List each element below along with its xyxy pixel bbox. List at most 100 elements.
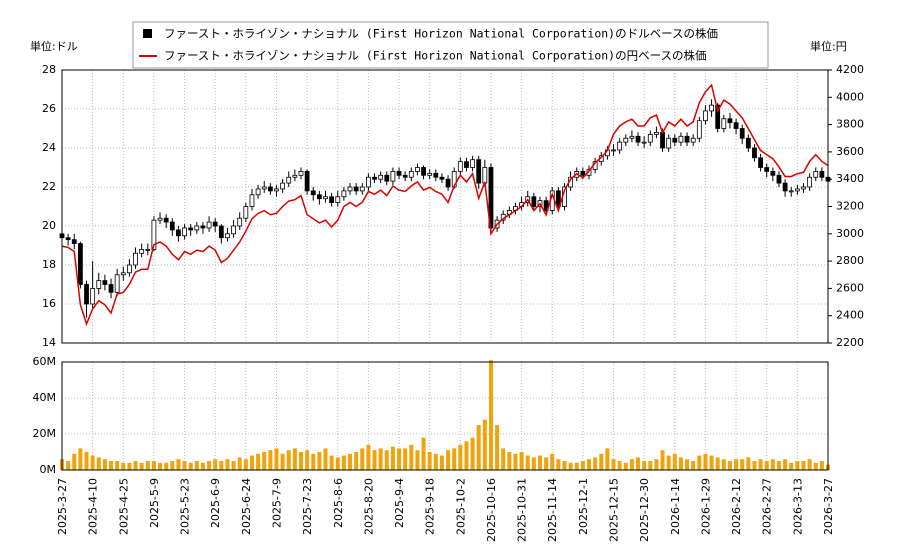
volume-bar (617, 461, 622, 470)
volume-bar (121, 462, 126, 470)
volume-bar (648, 461, 653, 470)
volume-bar (84, 452, 89, 470)
y-tick-label: 40M (33, 391, 57, 404)
volume-bar (599, 453, 604, 470)
volume-bar (715, 457, 720, 470)
volume-bar (611, 459, 616, 470)
candle-body (733, 122, 739, 129)
x-tick-label: 2025-12-1 (577, 478, 590, 535)
volume-bar (513, 453, 518, 470)
candle-body (286, 176, 292, 184)
volume-bar (452, 448, 457, 470)
volume-bar (200, 462, 205, 470)
candle-body (819, 170, 825, 178)
volume-bar (384, 450, 389, 470)
candle-body (690, 137, 696, 143)
volume-bar (286, 450, 291, 470)
x-tick-label: 2025-7-9 (270, 478, 283, 528)
volume-bar (734, 459, 739, 470)
x-tick-label: 2025-9-18 (424, 478, 437, 535)
candle-body (617, 141, 623, 151)
candle-body (304, 170, 310, 192)
volume-bar (470, 437, 475, 470)
candle-body (280, 182, 286, 190)
volume-bar (403, 448, 408, 470)
x-tick-label: 2025-3-27 (56, 478, 69, 535)
volume-bar (280, 453, 285, 470)
candle-body (347, 186, 353, 192)
candle-body (696, 120, 702, 139)
volume-bar (482, 419, 487, 470)
candle-body (359, 186, 365, 192)
candle-body (323, 196, 328, 200)
x-tick-label: 2025-4-10 (87, 478, 100, 535)
candle-body (678, 135, 684, 143)
candle-body (120, 272, 126, 276)
volume-bar (360, 448, 365, 470)
volume-bar (372, 450, 377, 470)
candle-body (218, 225, 224, 239)
y-tick-label: 22 (42, 180, 56, 193)
volume-bar (697, 455, 702, 470)
volume-bar (329, 455, 334, 470)
volume-bar (115, 461, 120, 470)
candle-body (267, 186, 273, 192)
candle-body (782, 182, 788, 192)
volume-bar (335, 457, 340, 470)
candle-body (580, 170, 586, 176)
x-tick-label: 2025-8-6 (332, 478, 345, 528)
volume-bar (813, 462, 818, 470)
volume-bar (636, 457, 641, 470)
volume-bar (409, 444, 414, 470)
candle-body (482, 167, 488, 184)
y-tick-label: 60M (33, 355, 57, 368)
volume-bar (795, 461, 800, 470)
candle-body (794, 188, 800, 192)
volume-bar (574, 462, 579, 470)
y-tick-label: 26 (42, 102, 56, 115)
y-tick-label: 28 (42, 63, 56, 76)
candle-body (660, 131, 665, 149)
volume-bar (789, 462, 794, 470)
candle-body (145, 248, 151, 251)
volume-bar (476, 425, 481, 470)
volume-bar (678, 457, 683, 470)
volume-bar (249, 455, 254, 470)
candle-body (439, 176, 445, 180)
candle-body (200, 225, 206, 229)
volume-bar (78, 448, 83, 470)
candle-body (96, 280, 102, 289)
candle-body (157, 217, 163, 221)
price-line (61, 83, 829, 327)
grid (61, 69, 829, 471)
candle-body (776, 174, 782, 184)
volume-bar (127, 462, 132, 470)
volume-bar (550, 453, 555, 470)
candle-body (206, 221, 212, 229)
x-tick-label: 2025-8-20 (362, 478, 375, 535)
y2-tick-label: 4000 (836, 90, 864, 103)
candle-body (353, 186, 359, 192)
candle-body (231, 225, 236, 235)
volume-bar (672, 453, 677, 470)
volume-bar (776, 461, 781, 470)
volume-bar (427, 452, 432, 470)
x-tick-label: 2025-6-9 (209, 478, 222, 528)
candle-body (641, 141, 647, 144)
candle-body (90, 287, 96, 305)
volume-bar (642, 461, 647, 470)
candle-body (715, 104, 721, 129)
volume-bar (213, 459, 218, 470)
volume-bar (366, 444, 371, 470)
volume-bar (109, 461, 114, 470)
candle-body (415, 167, 420, 172)
volume-bar (525, 455, 530, 470)
volume-bar (164, 462, 169, 470)
candle-body (176, 229, 181, 237)
candle-body (752, 147, 757, 159)
volume-bar (170, 461, 175, 470)
y-tick-label: 20M (33, 427, 57, 440)
candle-body (464, 161, 469, 168)
candle-body (396, 170, 402, 176)
candle-body (531, 196, 537, 207)
